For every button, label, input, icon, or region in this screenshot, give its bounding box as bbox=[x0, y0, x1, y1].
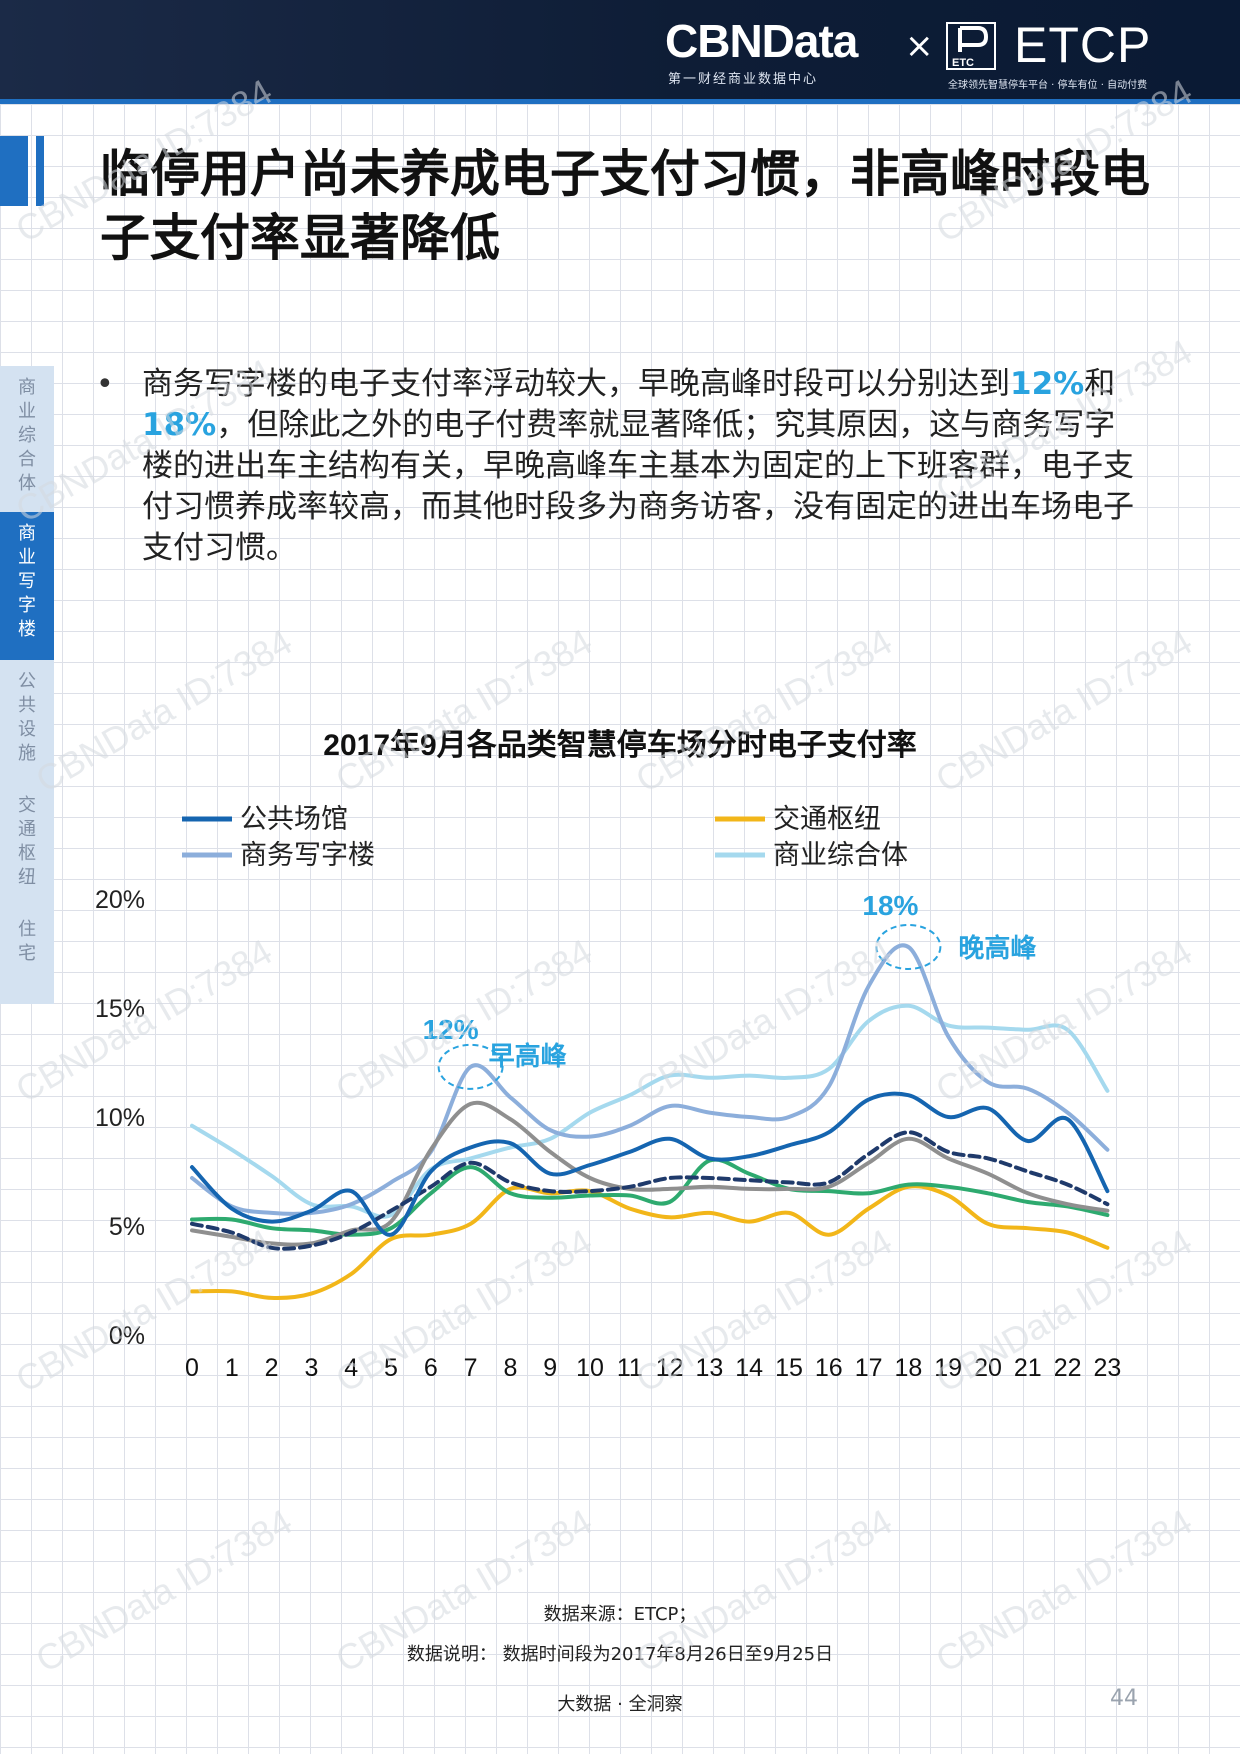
series-line-unlabeled-6 bbox=[190, 1100, 1110, 1247]
legend-label: 商务写字楼 bbox=[240, 840, 375, 870]
cbndata-logo-subtitle: 第一财经商业数据中心 bbox=[668, 72, 819, 87]
y-tick-label: 15% bbox=[95, 995, 145, 1023]
title-accent-bar bbox=[0, 136, 28, 206]
x-tick-label: 13 bbox=[695, 1354, 723, 1382]
legend-label: 公共场馆 bbox=[240, 804, 348, 834]
y-tick-label: 10% bbox=[95, 1104, 145, 1132]
x-tick-label: 0 bbox=[185, 1354, 199, 1382]
y-tick-label: 5% bbox=[109, 1213, 145, 1241]
chart-title: 2017年9月各品类智慧停车场分时电子支付率 bbox=[323, 728, 916, 762]
x-tick-label: 10 bbox=[576, 1354, 604, 1382]
peak-highlight-circle bbox=[875, 923, 942, 970]
section-sidenav: 商业综合体 商业写字楼 公共设施 交通枢纽 住宅 bbox=[0, 366, 54, 1004]
x-tick-label: 12 bbox=[656, 1354, 684, 1382]
x-tick-label: 22 bbox=[1054, 1354, 1082, 1382]
data-note: 数据说明： 数据时间段为2017年8月26日至9月25日 bbox=[406, 1644, 834, 1665]
paragraph-text: 商务写字楼的电子支付率浮动较大，早晚高峰时段可以分别达到 bbox=[142, 366, 1010, 402]
sidenav-label: 公共设施 bbox=[18, 671, 36, 764]
title-accent-bar-thin bbox=[36, 136, 44, 206]
x-tick-label: 11 bbox=[617, 1354, 643, 1382]
x-tick-label: 19 bbox=[934, 1354, 962, 1382]
x-tick-label: 1 bbox=[225, 1354, 239, 1382]
cbndata-logo: CBNData bbox=[665, 15, 858, 67]
peak-value-label: 18% bbox=[862, 890, 918, 921]
x-tick-label: 23 bbox=[1093, 1354, 1121, 1382]
x-tick-label: 6 bbox=[424, 1354, 438, 1382]
sidenav-item-commercial-complex[interactable]: 商业综合体 bbox=[0, 366, 54, 512]
x-tick-label: 17 bbox=[855, 1354, 883, 1382]
paragraph-text: 和 bbox=[1084, 366, 1116, 402]
bullet-marker: • bbox=[96, 367, 114, 402]
x-tick-label: 3 bbox=[304, 1354, 318, 1382]
x-tick-label: 8 bbox=[503, 1354, 517, 1382]
page-title: 临停用户尚未养成电子支付习惯，非高峰时段电子支付率显著降低 bbox=[100, 145, 1150, 267]
highlight-evening-peak: 18% bbox=[142, 407, 217, 443]
x-tick-label: 9 bbox=[543, 1354, 557, 1382]
x-tick-label: 15 bbox=[775, 1354, 803, 1382]
sidenav-item-public-facilities[interactable]: 公共设施 bbox=[0, 660, 54, 784]
etc-logo-text: ETC bbox=[952, 57, 974, 69]
sidenav-label: 商业综合体 bbox=[18, 377, 36, 494]
y-tick-label: 0% bbox=[109, 1322, 145, 1350]
series-line-公共场馆 bbox=[190, 1091, 1110, 1237]
peak-value-label: 12% bbox=[423, 1014, 479, 1045]
x-tick-label: 16 bbox=[815, 1354, 843, 1382]
x-tick-label: 5 bbox=[384, 1354, 398, 1382]
peak-highlight-circle bbox=[437, 1043, 504, 1090]
peak-note-label: 晚高峰 bbox=[958, 933, 1036, 963]
header-divider bbox=[0, 99, 1240, 104]
page-number: 44 bbox=[1110, 1686, 1138, 1711]
legend-label: 商业综合体 bbox=[773, 840, 908, 870]
header-banner: CBNData 第一财经商业数据中心 × ETC ETCP 全球领先智慧停车平台… bbox=[0, 0, 1240, 104]
sidenav-item-office-building[interactable]: 商业写字楼 bbox=[0, 512, 54, 660]
sidenav-item-transport-hub[interactable]: 交通枢纽 bbox=[0, 784, 54, 908]
paragraph-text: ，但除此之外的电子付费率就显著降低；究其原因，这与商务写字楼的进出车主结构有关，… bbox=[142, 407, 1134, 566]
sidenav-item-residential[interactable]: 住宅 bbox=[0, 908, 54, 1004]
etcp-logo: ETCP bbox=[1014, 17, 1152, 73]
etc-logo-icon: ETC bbox=[946, 22, 996, 70]
x-tick-label: 4 bbox=[344, 1354, 358, 1382]
series-line-交通枢纽 bbox=[190, 1184, 1110, 1300]
y-tick-label: 20% bbox=[95, 886, 145, 914]
x-tick-label: 20 bbox=[974, 1354, 1002, 1382]
body-paragraph: 商务写字楼的电子支付率浮动较大，早晚高峰时段可以分别达到12%和 18%，但除此之… bbox=[142, 364, 1142, 569]
brand-separator: × bbox=[905, 26, 934, 66]
sidenav-label: 住宅 bbox=[18, 919, 36, 964]
x-tick-label: 21 bbox=[1014, 1354, 1042, 1382]
etcp-logo-subtitle: 全球领先智慧停车平台 · 停车有位 · 自动付费 bbox=[948, 80, 1148, 91]
x-tick-label: 7 bbox=[464, 1354, 478, 1382]
x-tick-label: 14 bbox=[735, 1354, 763, 1382]
sidenav-label: 商业写字楼 bbox=[18, 523, 36, 640]
sidenav-label: 交通枢纽 bbox=[18, 795, 36, 888]
data-source: 数据来源：ETCP； bbox=[543, 1604, 697, 1625]
series-line-商务写字楼 bbox=[190, 943, 1110, 1216]
legend-label: 交通枢纽 bbox=[773, 804, 881, 834]
peak-note-label: 早高峰 bbox=[489, 1041, 567, 1071]
footer-slogan: 大数据 · 全洞察 bbox=[557, 1694, 683, 1715]
x-tick-label: 2 bbox=[265, 1354, 279, 1382]
highlight-morning-peak: 12% bbox=[1010, 366, 1085, 402]
series-line-unlabeled-4 bbox=[190, 1130, 1110, 1251]
x-tick-label: 18 bbox=[894, 1354, 922, 1382]
